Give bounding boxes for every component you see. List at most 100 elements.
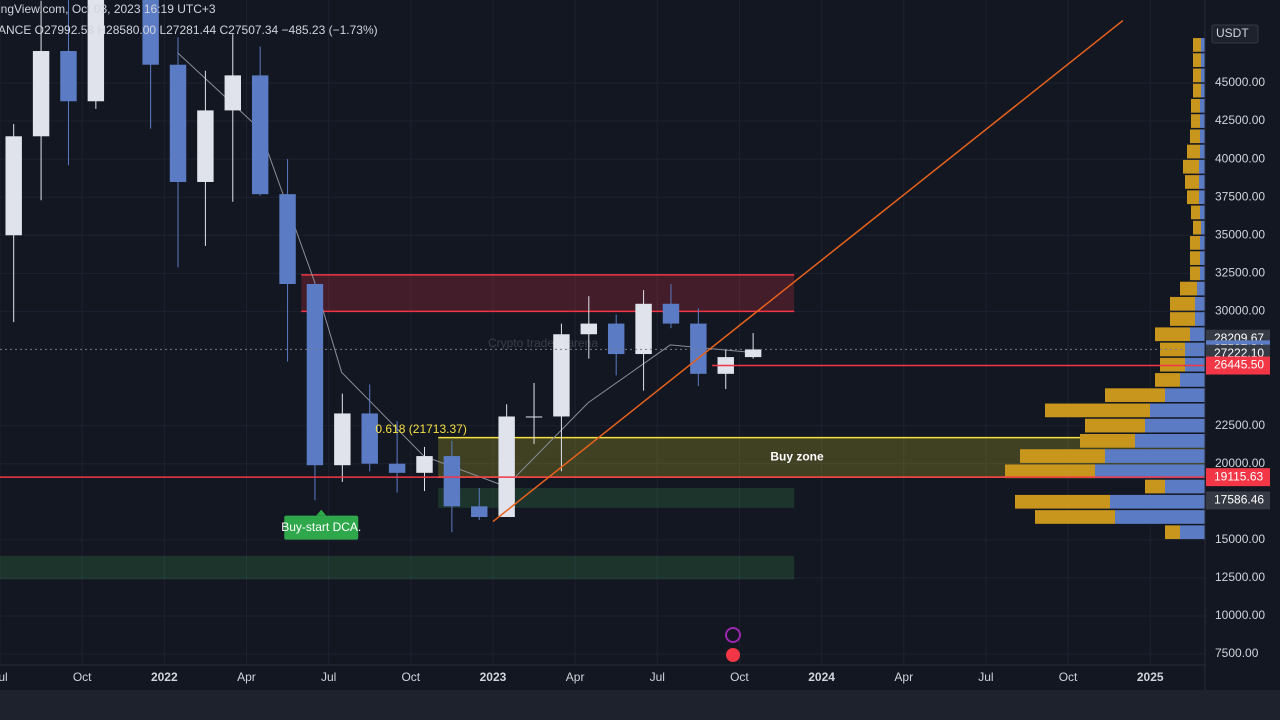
volume-up xyxy=(1201,68,1205,83)
annotation-text: Buy-start DCA. xyxy=(281,520,361,534)
volume-up xyxy=(1195,312,1205,326)
volume-down xyxy=(1165,525,1180,540)
x-tick-label: Jul xyxy=(321,670,336,684)
currency-box[interactable] xyxy=(1211,24,1259,44)
annotation-box xyxy=(284,515,359,540)
x-tick-label: Apr xyxy=(237,670,256,684)
annotation-pointer xyxy=(316,509,327,516)
volume-down xyxy=(1020,449,1105,463)
x-tick-label: 2023 xyxy=(480,670,507,684)
volume-up xyxy=(1199,190,1205,205)
event-icon[interactable] xyxy=(726,648,740,662)
volume-down xyxy=(1170,296,1195,311)
volume-down xyxy=(1105,388,1165,403)
volume-down xyxy=(1190,236,1200,250)
volume-down xyxy=(1035,510,1115,524)
volume-up xyxy=(1199,175,1205,189)
volume-down xyxy=(1085,418,1145,433)
candle-body xyxy=(224,75,241,111)
candle-body xyxy=(32,51,50,137)
event-icon[interactable] xyxy=(725,627,741,643)
y-tick-label: 35000.00 xyxy=(1215,227,1265,241)
volume-down xyxy=(1145,479,1165,494)
y-tick-label: 15000.00 xyxy=(1215,532,1265,546)
candle-body xyxy=(142,0,159,65)
candle-body xyxy=(416,456,433,473)
volume-up xyxy=(1110,494,1205,509)
x-tick-label: 2022 xyxy=(151,670,178,684)
price-tag-label: 19115.63 xyxy=(1214,469,1263,483)
x-tick-label: 2024 xyxy=(808,670,835,684)
candle-body xyxy=(580,323,598,335)
volume-up xyxy=(1195,296,1205,311)
volume-up xyxy=(1200,205,1205,220)
volume-down xyxy=(1185,175,1199,189)
volume-up xyxy=(1200,251,1205,265)
price-tag-label: 26445.50 xyxy=(1214,358,1264,372)
candle-body xyxy=(498,416,515,517)
volume-down xyxy=(1015,494,1110,509)
volume-up xyxy=(1095,464,1205,479)
bottom-bar xyxy=(0,690,1280,720)
volume-down xyxy=(1191,205,1200,220)
volume-down xyxy=(1193,220,1201,235)
currency: USDT xyxy=(1216,26,1249,40)
volume-up xyxy=(1201,53,1205,68)
x-tick-label: Apr xyxy=(566,670,585,684)
price-tag xyxy=(1206,356,1270,375)
x-tick-label: Jul xyxy=(978,670,993,684)
volume-up xyxy=(1200,266,1205,281)
y-tick-label: 42500.00 xyxy=(1215,113,1265,127)
y-tick-label: 12500.00 xyxy=(1215,570,1265,584)
price-tag xyxy=(1206,468,1270,487)
x-tick-label: Oct xyxy=(730,670,749,684)
volume-up xyxy=(1105,449,1205,463)
volume-down xyxy=(1191,114,1200,128)
y-tick-label: 20000.00 xyxy=(1215,456,1265,470)
volume-down xyxy=(1193,83,1201,98)
volume-down xyxy=(1155,327,1190,342)
trendline xyxy=(492,19,1124,523)
candle-body xyxy=(525,416,543,418)
x-tick-label: Oct xyxy=(73,670,92,684)
volume-up xyxy=(1200,144,1205,159)
candle-body xyxy=(553,334,570,417)
volume-down xyxy=(1190,266,1200,281)
x-tick-label: Jul xyxy=(650,670,665,684)
volume-down xyxy=(1180,281,1197,296)
candle-body xyxy=(60,51,77,102)
x-tick-label: Apr xyxy=(894,670,913,684)
volume-down xyxy=(1193,68,1201,83)
volume-up xyxy=(1200,129,1205,144)
y-tick-label: 32500.00 xyxy=(1215,266,1265,280)
candle-body xyxy=(635,303,652,355)
volume-up xyxy=(1185,357,1205,372)
volume-down xyxy=(1187,190,1199,205)
y-tick-label: 40000.00 xyxy=(1215,151,1265,165)
price-tag xyxy=(1206,491,1270,510)
volume-down xyxy=(1190,251,1200,265)
candle-body xyxy=(197,110,214,182)
x-tick-label: Jul xyxy=(0,670,8,684)
volume-up xyxy=(1145,418,1205,433)
volume-down xyxy=(1160,357,1185,372)
candle-body xyxy=(306,283,324,466)
plot-area: Buy zone 0.618 (21713.37) Buy-start DCA. xyxy=(0,0,1205,665)
symbol-line: ANCE O27992.58 H28580.00 L27281.44 C2750… xyxy=(0,23,378,37)
volume-up xyxy=(1165,388,1205,403)
volume-up xyxy=(1180,373,1205,387)
y-tick-label: 45000.00 xyxy=(1215,75,1265,89)
x-tick-label: 2025 xyxy=(1137,670,1164,684)
volume-down xyxy=(1191,98,1200,113)
y-tick-label: 7500.00 xyxy=(1215,646,1259,660)
volume-up xyxy=(1197,281,1205,296)
volume-down xyxy=(1080,433,1135,448)
volume-up xyxy=(1190,327,1205,342)
volume-down xyxy=(1155,373,1180,387)
volume-up xyxy=(1199,159,1205,174)
candle-body xyxy=(279,194,296,284)
zone xyxy=(301,274,795,312)
watermark: Crypto traders arena xyxy=(488,336,598,350)
volume-down xyxy=(1045,403,1150,418)
